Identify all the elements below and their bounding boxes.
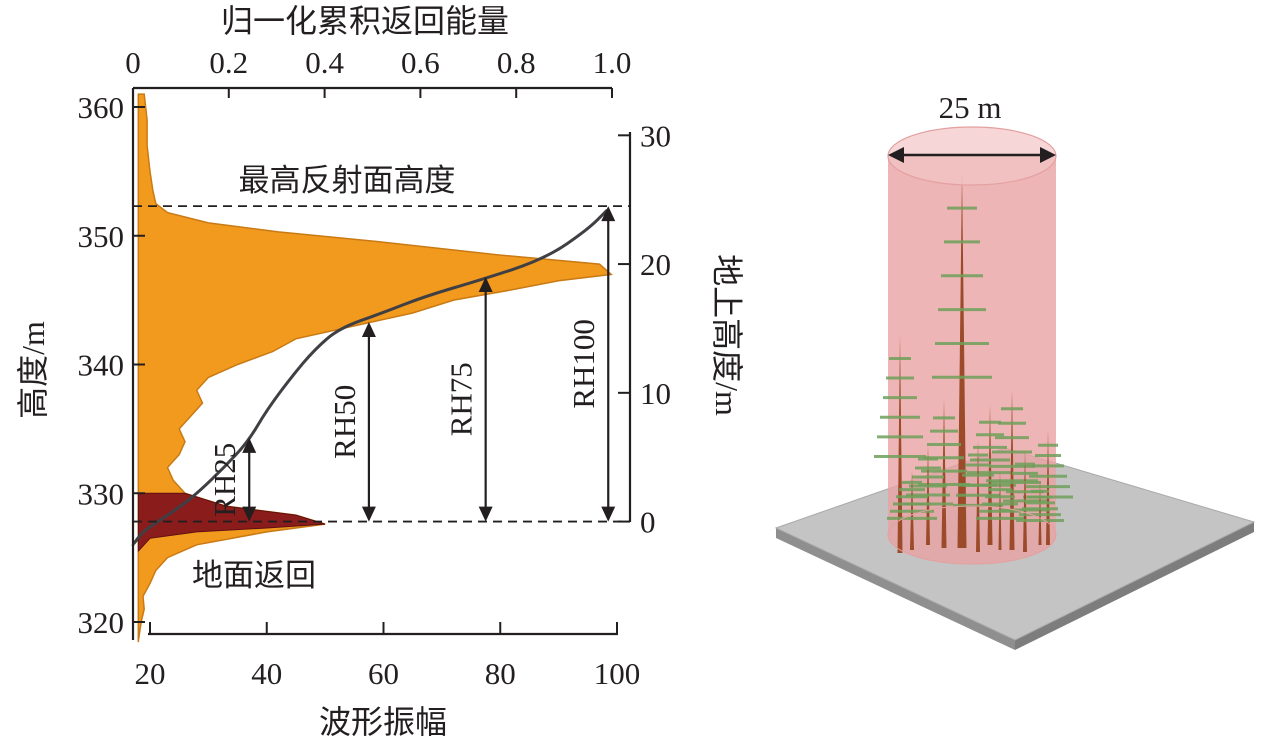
right-axis-title: 地上高度/m: [709, 254, 745, 416]
right-tick-label: 30: [640, 118, 671, 153]
diameter-arrow-left-head: [888, 147, 904, 163]
rh-arrow-head-bottom: [361, 506, 376, 522]
plot-illustration: 25 m: [774, 90, 1256, 650]
top-tick-label: 0: [125, 45, 141, 80]
reference-lines: [133, 205, 630, 523]
rh-marker-rh100: RH100: [566, 206, 616, 522]
rh-label: RH100: [566, 319, 601, 409]
bottom-tick-label: 60: [368, 656, 399, 691]
tree-trunk: [897, 335, 903, 553]
right-tick-label: 0: [640, 505, 656, 540]
top-tick-label: 0.8: [497, 45, 536, 80]
top-tick-label: 1.0: [593, 45, 632, 80]
rh-arrow-head-bottom: [601, 506, 616, 522]
left-tick-label: 340: [78, 348, 125, 383]
rh-arrow-head-top: [601, 206, 616, 222]
rh-label: RH75: [444, 362, 479, 436]
rh-marker-rh75: RH75: [444, 276, 493, 522]
bottom-axis-title: 波形振幅: [319, 704, 447, 740]
top-tick-label: 0.2: [209, 45, 248, 80]
rh-arrow-head-top: [242, 437, 257, 453]
top-reflector-label: 最高反射面高度: [239, 163, 456, 198]
right-tick-label: 10: [640, 376, 671, 411]
bottom-tick-label: 80: [485, 656, 516, 691]
top-tick-label: 0.4: [305, 45, 344, 80]
ground-slab-side: [776, 528, 1015, 650]
waveform-area: [137, 93, 613, 643]
left-tick-label: 320: [78, 605, 125, 640]
top-tick-label: 0.6: [401, 45, 440, 80]
rh-arrow-head-top: [478, 276, 493, 292]
rh-marker-rh50: RH50: [327, 322, 376, 522]
tree-trunk: [957, 172, 967, 548]
cylinder-bottom-rim: [887, 505, 1057, 565]
left-axis-title: 高度/m: [15, 321, 51, 419]
tree-stand: [874, 172, 1073, 553]
rh-markers: RH25 RH50 RH75 RH100: [207, 206, 616, 522]
rh-arrow-head-bottom: [478, 506, 493, 522]
top-axis-title: 归一化累积返回能量: [221, 3, 509, 39]
rh-arrow-head-bottom: [242, 506, 257, 522]
diameter-arrow-right-head: [1040, 147, 1056, 163]
left-tick-label: 330: [78, 476, 125, 511]
bottom-tick-label: 20: [135, 656, 166, 691]
left-tick-label: 360: [78, 90, 125, 125]
footprint-diameter-label: 25 m: [939, 90, 1002, 125]
ground-slab-side-right: [1015, 522, 1254, 650]
tree-trunk: [941, 400, 947, 548]
rh-marker-rh25: RH25: [207, 437, 257, 522]
cumulative-energy-curve: [131, 208, 609, 547]
right-tick-label: 20: [640, 247, 671, 282]
bottom-tick-label: 100: [594, 656, 641, 691]
rh-label: RH25: [207, 443, 242, 517]
left-tick-label: 350: [78, 219, 125, 254]
bottom-tick-label: 40: [251, 656, 282, 691]
tree-trunk: [1038, 480, 1042, 545]
footprint-cylinder: [888, 156, 1056, 564]
ground-return-label: 地面返回: [192, 558, 316, 593]
rh-label: RH50: [327, 385, 362, 459]
cumulative-energy-layer: [131, 208, 609, 547]
rh-arrow-head-top: [361, 322, 376, 338]
